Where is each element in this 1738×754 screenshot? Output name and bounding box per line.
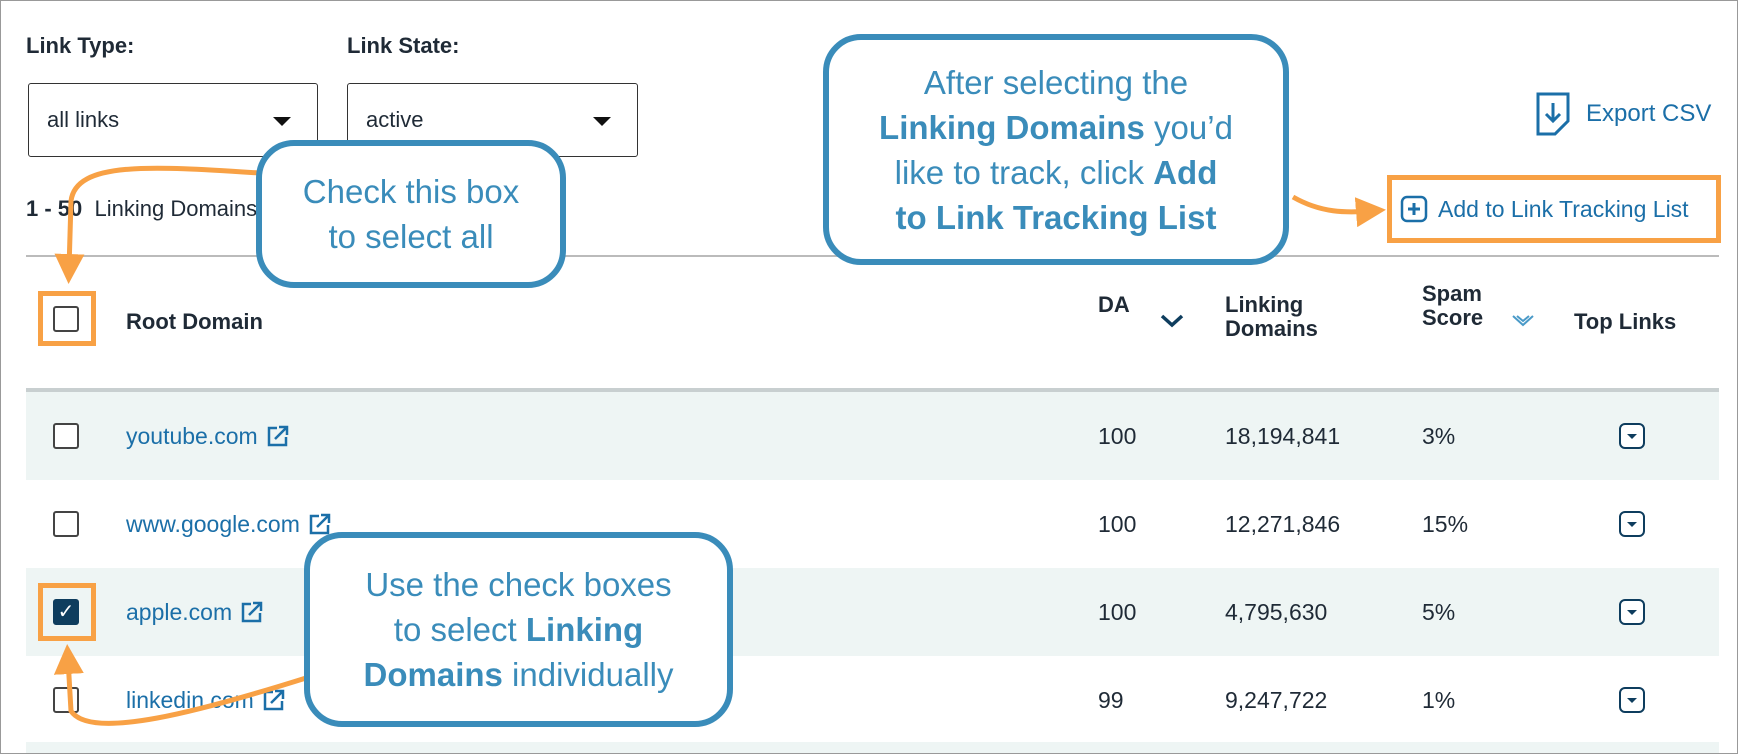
- linking-domains-cell: 12,271,846: [1225, 510, 1341, 537]
- top-links-button[interactable]: [1618, 480, 1646, 568]
- callout-line: Domains individually: [364, 652, 674, 697]
- callout-text: Linking: [525, 611, 644, 648]
- callout: After selecting the Linking Domains you’d…: [823, 34, 1289, 265]
- external-link-icon[interactable]: [240, 600, 264, 624]
- export-csv[interactable]: Export CSV: [1586, 100, 1712, 127]
- linking-domains-cell: 9,247,722: [1225, 686, 1328, 713]
- callout-text: like to track, click: [894, 153, 1154, 191]
- header-divider: [26, 388, 1719, 392]
- domain-cell: linkedin.com: [126, 656, 286, 744]
- table-row: linkedin.com 99 9,247,722 1%: [26, 656, 1719, 744]
- top-links-button[interactable]: [1618, 392, 1646, 480]
- callout-text: to select: [393, 611, 526, 648]
- spam-score-cell: 15%: [1422, 510, 1469, 537]
- add-button-highlight: [1387, 175, 1721, 243]
- callout-line: like to track, click Add: [895, 150, 1218, 195]
- row-partial: [26, 742, 1719, 753]
- external-icon: [241, 601, 263, 623]
- sort-icon[interactable]: [1159, 313, 1185, 329]
- callout-line: to Link Tracking List: [896, 195, 1217, 240]
- domain-cell: apple.com: [126, 568, 264, 656]
- header-linking-domains: Linking Domains: [1225, 292, 1318, 341]
- checkbox-highlight: [38, 583, 96, 641]
- header-spam-score: Spam Score: [1422, 281, 1484, 330]
- export-icon: [1536, 92, 1570, 136]
- select-all-checkbox[interactable]: [53, 306, 79, 332]
- domain-cell: www.google.com: [126, 480, 332, 568]
- callout-text: Check this box: [302, 173, 520, 210]
- callout-text: individually: [502, 656, 674, 693]
- da-cell: 100: [1098, 598, 1137, 625]
- domain-link[interactable]: youtube.com: [126, 422, 258, 449]
- callout-text: you’d: [1144, 108, 1233, 146]
- results-count: 1 - 50 Linking Domains: [26, 196, 257, 222]
- link-type-dropdown[interactable]: all links: [28, 83, 318, 157]
- external-link-icon[interactable]: [266, 424, 290, 448]
- row-checkbox[interactable]: [53, 511, 79, 537]
- filter-label: Link Type:: [26, 33, 135, 58]
- spam-score-cell: 5%: [1422, 598, 1456, 625]
- filter-label: Link State:: [347, 33, 460, 58]
- row-checkbox[interactable]: [53, 687, 79, 713]
- callout-line: Linking Domains you’d: [879, 105, 1233, 150]
- spam-score-cell: 1%: [1422, 686, 1456, 713]
- top-links-button[interactable]: [1618, 656, 1646, 744]
- callout-text: After selecting the: [923, 63, 1189, 101]
- plus-icon: [1400, 195, 1428, 223]
- spam-score-cell: 3%: [1422, 422, 1456, 449]
- domain-link[interactable]: apple.com: [126, 598, 233, 625]
- da-cell: 100: [1098, 422, 1137, 449]
- header-da: DA: [1098, 292, 1130, 317]
- external-link-icon[interactable]: [308, 512, 332, 536]
- callout-text: to Link Tracking List: [895, 198, 1217, 236]
- header-root-domain: Root Domain: [126, 309, 263, 334]
- expand-icon: [1619, 511, 1645, 537]
- callout-line: Check this box: [303, 169, 519, 214]
- callout-text: Add: [1153, 153, 1218, 191]
- header-top-links: Top Links: [1574, 309, 1677, 334]
- callout-text: Linking Domains: [879, 108, 1145, 146]
- add-button-label: Add to Link Tracking List: [1438, 195, 1689, 222]
- add-to-tracking-button[interactable]: Add to Link Tracking List: [1400, 195, 1689, 223]
- callout-line: to select all: [328, 214, 493, 259]
- select-all-highlight: [38, 291, 96, 346]
- domain-link[interactable]: www.google.com: [126, 510, 300, 537]
- callout-line: to select Linking: [394, 607, 643, 652]
- callout-text: Use the check boxes: [365, 566, 672, 603]
- external-icon: [309, 513, 331, 535]
- table-row: youtube.com 100 18,194,841 3%: [26, 392, 1719, 480]
- domain-cell: youtube.com: [126, 392, 290, 480]
- top-links-button[interactable]: [1618, 568, 1646, 656]
- da-cell: 99: [1098, 686, 1124, 713]
- row-checkbox[interactable]: [53, 423, 79, 449]
- callout-text: Domains: [363, 656, 503, 693]
- expand-icon: [1619, 687, 1645, 713]
- expand-icon: [1619, 599, 1645, 625]
- callout: Check this box to select all: [256, 140, 566, 288]
- row-checkbox[interactable]: ✓: [53, 599, 79, 625]
- callout: Use the check boxes to select Linking Doma…: [304, 532, 733, 727]
- da-cell: 100: [1098, 510, 1137, 537]
- table-row: www.google.com 100 12,271,846 15%: [26, 480, 1719, 568]
- callout-line: Use the check boxes: [365, 562, 671, 607]
- linking-domains-cell: 4,795,630: [1225, 598, 1328, 625]
- results-label: Linking Domains: [94, 196, 258, 221]
- sort-icon[interactable]: [1511, 313, 1535, 329]
- external-icon: [267, 425, 288, 447]
- linking-domains-cell: 18,194,841: [1225, 422, 1341, 449]
- callout-text: to select all: [328, 218, 494, 255]
- callout-line: After selecting the: [924, 60, 1188, 105]
- expand-icon: [1619, 423, 1645, 449]
